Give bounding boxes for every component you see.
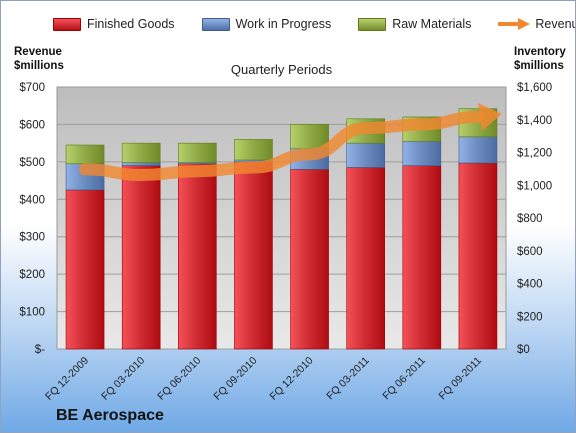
legend-item: Finished Goods — [53, 17, 175, 31]
x-tick-label: FQ 06-2011 — [380, 355, 428, 403]
legend-arrow-icon — [498, 18, 531, 30]
left-axis-title-line1: Revenue — [14, 46, 62, 58]
legend-label: Raw Materials — [392, 17, 472, 31]
right-tick-label: $1,000 — [517, 180, 552, 192]
bar-finished-goods — [121, 165, 161, 350]
x-tick-label: FQ 06-2010 — [155, 355, 203, 403]
bar-work-in-progress — [402, 140, 442, 166]
right-axis-title-line1: Inventory — [514, 46, 566, 58]
bar-finished-goods — [65, 189, 105, 350]
legend-label: Finished Goods — [87, 17, 175, 31]
right-tick-label: $1,600 — [517, 82, 552, 94]
legend-item: Work in Progress — [201, 17, 332, 31]
bar-finished-goods — [458, 162, 498, 350]
right-tick-label: $800 — [517, 213, 543, 225]
legend: Finished Goods Work in Progress Raw Materi… — [53, 17, 575, 31]
left-tick-label: $400 — [19, 194, 45, 206]
legend-item: Revenue — [498, 17, 575, 31]
left-tick-label: $200 — [19, 269, 45, 281]
left-tick-label: $100 — [19, 307, 45, 319]
bar-work-in-progress — [346, 142, 385, 168]
bar-raw-materials — [178, 142, 217, 163]
bar-raw-materials — [234, 139, 273, 161]
left-axis-title-line2: $millions — [14, 60, 64, 72]
bar-finished-goods — [290, 169, 329, 350]
bar-work-in-progress — [458, 136, 498, 164]
right-axis-title: Inventory $millions — [514, 45, 566, 73]
right-tick-label: $0 — [517, 344, 530, 356]
legend-item: Raw Materials — [358, 17, 471, 31]
legend-swatch — [201, 17, 230, 31]
bar-finished-goods — [402, 165, 442, 350]
legend-swatch — [53, 17, 81, 31]
left-tick-label: $- — [35, 344, 45, 356]
bar-raw-materials — [65, 144, 105, 165]
left-axis-title: Revenue $millions — [14, 45, 64, 73]
left-tick-label: $500 — [19, 157, 45, 169]
left-tick-label: $600 — [19, 119, 45, 131]
bar-finished-goods — [178, 163, 217, 350]
bar-finished-goods — [346, 167, 385, 350]
bar-raw-materials — [121, 142, 161, 163]
x-tick-label: FQ 03-2010 — [99, 355, 147, 403]
company-name: BE Aerospace — [56, 407, 164, 424]
right-axis-title-line2: $millions — [514, 60, 564, 72]
revenue-line — [79, 110, 484, 181]
bar-finished-goods — [234, 161, 273, 350]
x-tick-label: FQ 03-2011 — [324, 355, 372, 403]
x-tick-label: FQ 09-2011 — [436, 355, 484, 403]
revenue-arrowhead — [478, 103, 502, 131]
legend-swatch — [358, 17, 387, 31]
x-tick-label: FQ 09-2010 — [211, 355, 259, 403]
right-tick-label: $1,200 — [517, 148, 552, 160]
legend-label: Revenue — [535, 17, 575, 31]
right-tick-label: $1,400 — [517, 115, 552, 127]
bar-raw-materials — [290, 124, 329, 150]
right-tick-label: $400 — [517, 279, 543, 291]
chart-subtitle: Quarterly Periods — [230, 62, 333, 77]
left-tick-label: $300 — [19, 232, 45, 244]
x-tick-label: FQ 12-2010 — [268, 355, 316, 403]
right-tick-label: $200 — [517, 311, 543, 323]
legend-label: Work in Progress — [235, 17, 332, 31]
right-tick-label: $600 — [517, 246, 543, 258]
x-tick-label: FQ 12-2009 — [43, 355, 91, 403]
bar-work-in-progress — [121, 162, 161, 166]
left-tick-label: $700 — [19, 82, 45, 94]
